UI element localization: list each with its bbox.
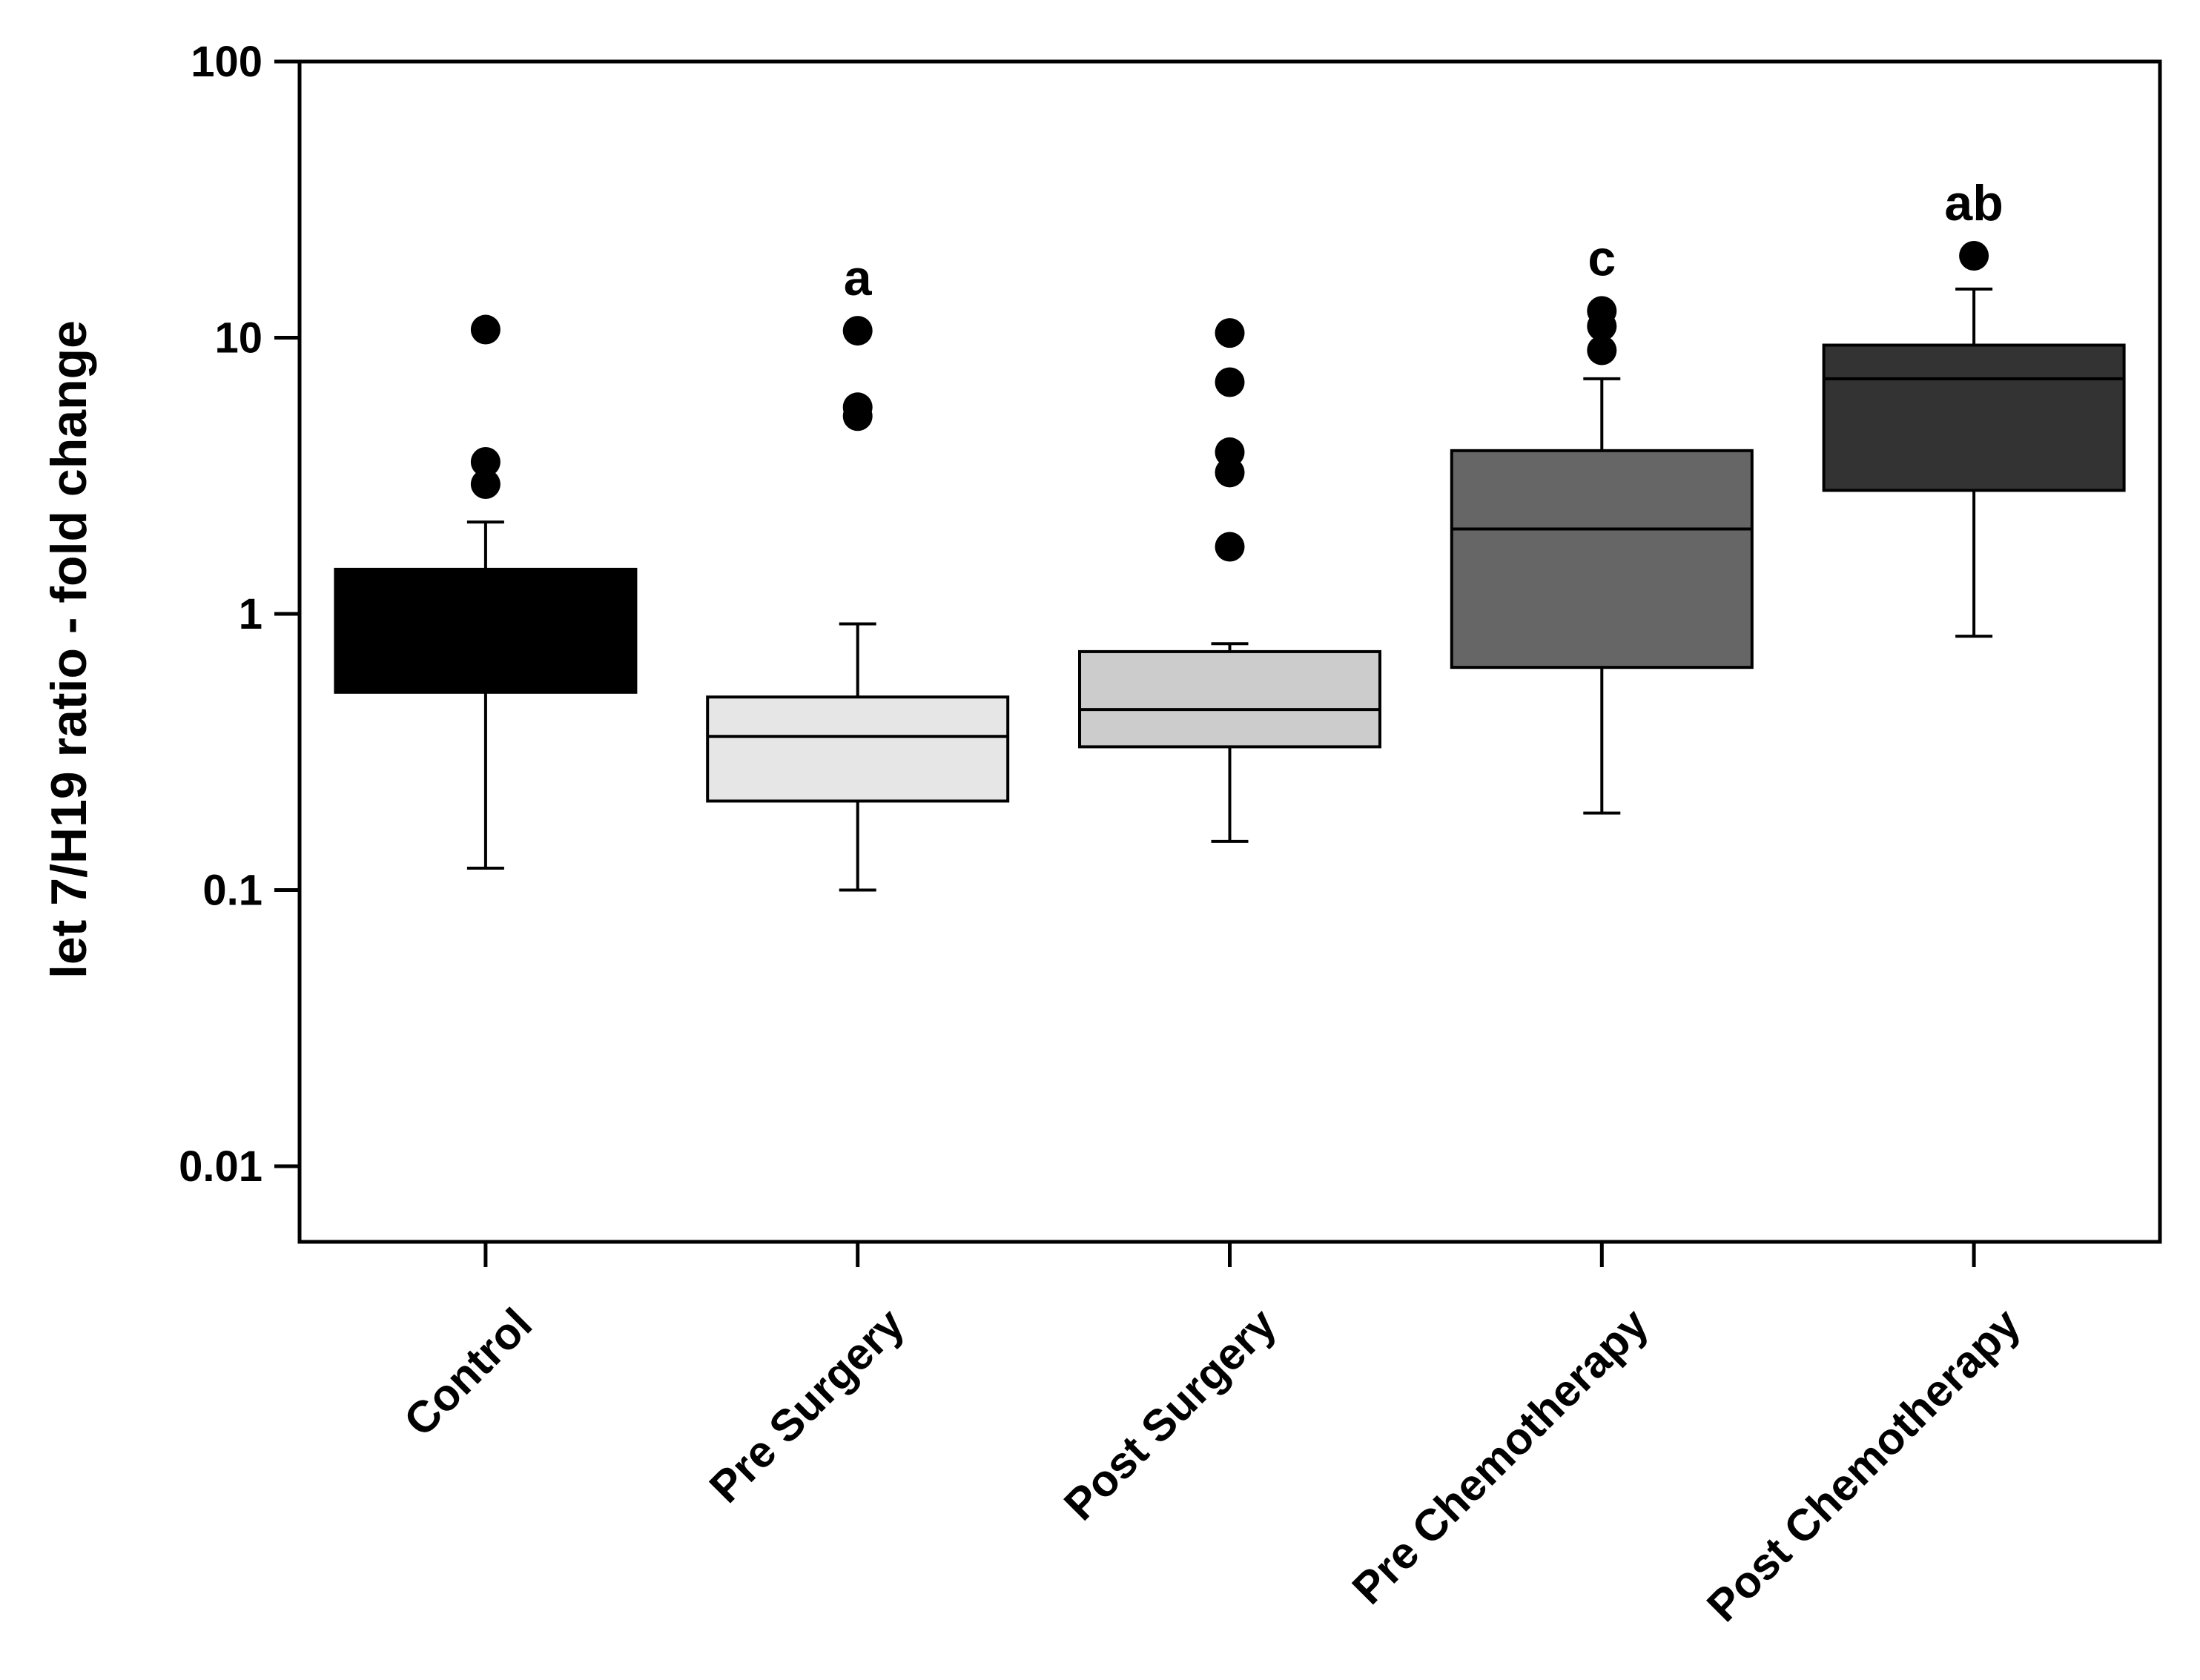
significance-label: ab	[1944, 175, 2003, 231]
y-tick-label: 100	[191, 38, 262, 86]
box-iqr	[1822, 343, 2126, 492]
y-tick-label: 10	[214, 314, 262, 363]
outlier-point	[470, 447, 501, 477]
plot-area: 0.01 0.1 1 10 100 Control Pre Surgery Post Surg…	[179, 38, 2162, 1631]
significance-label: a	[844, 250, 873, 306]
outlier-point	[842, 392, 873, 423]
outlier-point	[1587, 296, 1617, 326]
x-tick-label: Post Chemotherapy	[1697, 1298, 2030, 1631]
outlier-point	[1215, 318, 1245, 348]
box-iqr	[1450, 449, 1754, 669]
box-iqr	[334, 567, 638, 694]
y-axis-label: let 7/H19 ratio - fold change	[41, 320, 97, 979]
box-iqr	[1078, 649, 1381, 749]
x-tick-label: Pre Surgery	[700, 1298, 914, 1512]
outlier-point	[1959, 240, 1989, 271]
box-iqr	[706, 695, 1010, 803]
x-tick-label: Post Surgery	[1054, 1298, 1286, 1529]
outlier-point	[842, 316, 873, 346]
outlier-point	[1215, 367, 1245, 397]
y-tick-label: 1	[239, 590, 262, 638]
significance-label: c	[1588, 230, 1616, 286]
x-tick-label: Pre Chemotherapy	[1343, 1298, 1658, 1613]
y-tick-label: 0.1	[202, 867, 262, 915]
outlier-point	[470, 469, 501, 499]
y-tick-label: 0.01	[179, 1142, 262, 1191]
outlier-point	[1215, 532, 1245, 562]
outlier-point	[470, 314, 501, 345]
outlier-point	[1215, 437, 1245, 467]
outlier-point	[1215, 457, 1245, 488]
outlier-point	[1587, 335, 1617, 366]
x-tick-label: Control	[394, 1299, 541, 1446]
